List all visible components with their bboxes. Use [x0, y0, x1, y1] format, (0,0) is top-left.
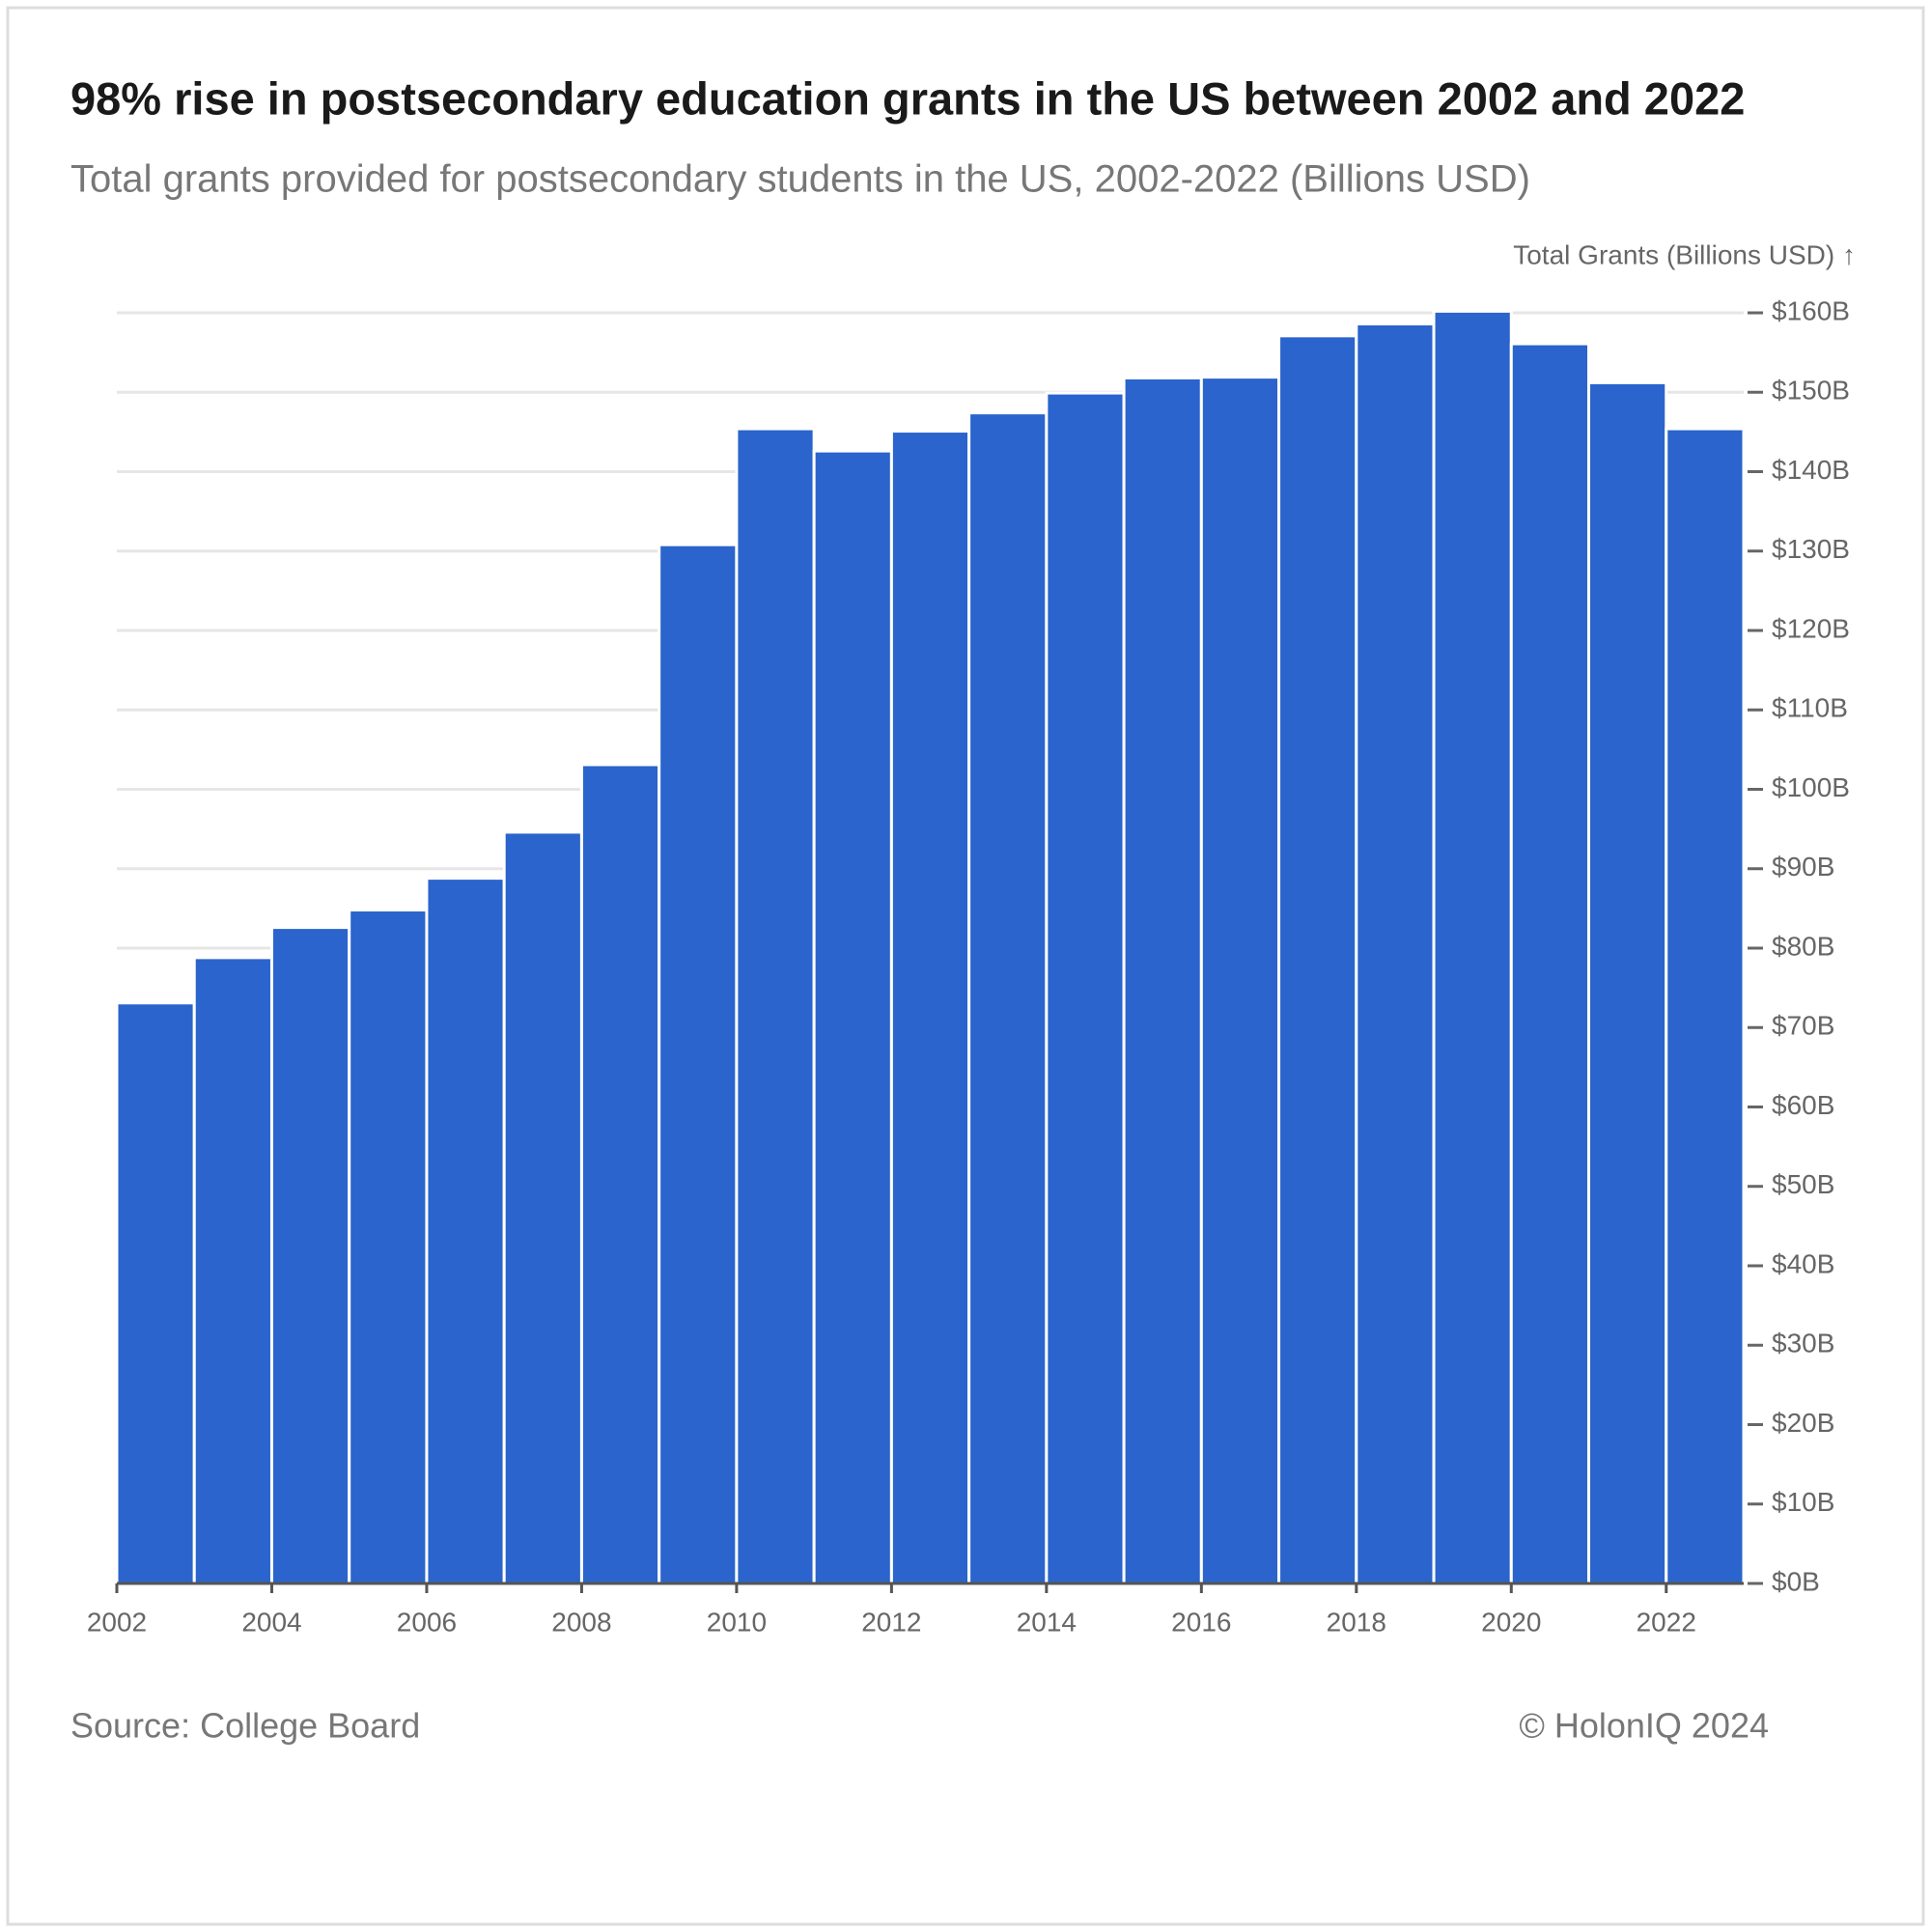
chart-title: 98% rise in postsecondary education gran…: [70, 72, 1745, 124]
bar: [1665, 427, 1746, 1585]
y-tick-label: $100B: [1772, 772, 1850, 802]
bar: [502, 830, 583, 1585]
bar: [967, 411, 1049, 1585]
x-tick-label: 2010: [707, 1607, 767, 1637]
bar: [735, 427, 816, 1585]
bar: [269, 926, 351, 1585]
x-tick-label: 2020: [1481, 1607, 1541, 1637]
bar: [889, 430, 971, 1585]
x-tick-label: 2006: [397, 1607, 457, 1637]
y-tick-label: $10B: [1772, 1487, 1834, 1517]
y-tick-label: $80B: [1772, 931, 1834, 961]
chart-subtitle: Total grants provided for postsecondary …: [70, 158, 1530, 201]
y-tick-label: $40B: [1772, 1248, 1834, 1278]
y-tick-label: $110B: [1772, 693, 1848, 723]
y-tick-label: $120B: [1772, 613, 1850, 643]
x-tick-label: 2022: [1637, 1607, 1696, 1637]
bar: [1432, 309, 1513, 1585]
x-tick-label: 2008: [551, 1607, 611, 1637]
y-tick-label: $20B: [1772, 1408, 1834, 1438]
bar: [812, 449, 893, 1585]
y-tick-label: $130B: [1772, 534, 1850, 564]
y-tick-label: $90B: [1772, 852, 1834, 882]
bar: [1509, 342, 1591, 1585]
bar: [1277, 334, 1358, 1585]
x-tick-label: 2012: [861, 1607, 921, 1637]
source: Source: College Board: [70, 1706, 420, 1746]
bar: [1355, 322, 1436, 1585]
x-tick-label: 2004: [241, 1607, 301, 1637]
bar: [348, 909, 429, 1585]
y-tick-label: $30B: [1772, 1329, 1834, 1358]
y-tick-label: $150B: [1772, 376, 1850, 406]
y-axis-label: Total Grants (Billions USD) ↑: [1513, 239, 1856, 269]
credit: © HolonIQ 2024: [1519, 1706, 1769, 1746]
bar: [658, 543, 739, 1585]
x-tick-label: 2002: [87, 1607, 147, 1637]
y-tick-label: $60B: [1772, 1090, 1834, 1120]
bar: [1122, 376, 1203, 1585]
bar: [1587, 380, 1668, 1585]
x-tick-label: 2018: [1327, 1607, 1386, 1637]
x-tick-label: 2016: [1171, 1607, 1231, 1637]
y-tick-label: $140B: [1772, 455, 1850, 485]
bar: [1045, 391, 1126, 1585]
y-tick-label: $50B: [1772, 1169, 1834, 1199]
y-tick-label: $0B: [1772, 1566, 1820, 1596]
bar: [192, 956, 273, 1585]
bar: [579, 763, 661, 1585]
y-tick-label: $160B: [1772, 295, 1850, 325]
bar: [425, 877, 506, 1585]
bar: [115, 1001, 196, 1585]
y-tick-label: $70B: [1772, 1011, 1834, 1041]
x-tick-label: 2014: [1017, 1607, 1077, 1637]
bar: [1199, 376, 1281, 1585]
